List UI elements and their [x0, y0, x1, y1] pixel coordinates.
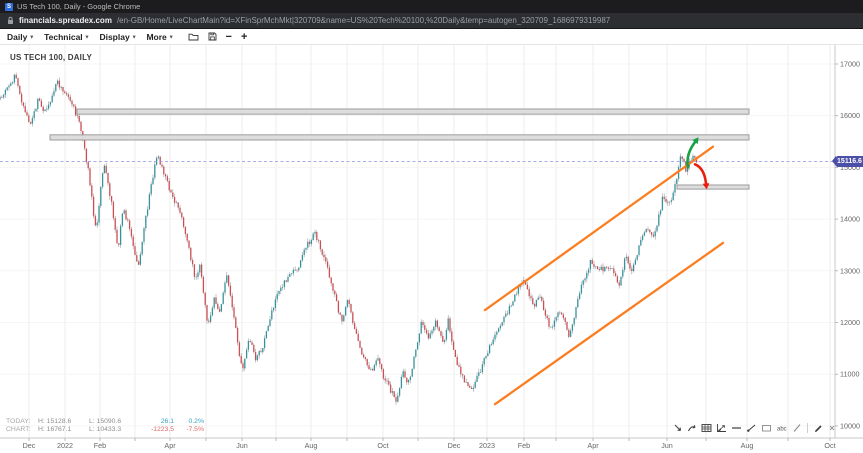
chart-canvas[interactable]: 17000 16000 15000 14000 13000 12000 11000 10000…	[0, 45, 863, 453]
chevron-down-icon: ▾	[30, 34, 34, 40]
svg-text:13000: 13000	[840, 266, 860, 275]
legend-today-label: TODAY:	[6, 418, 31, 425]
svg-text:2023: 2023	[479, 441, 495, 450]
menu-display-label: Display	[99, 31, 130, 42]
menu-period-label: Daily	[7, 31, 28, 42]
text-tool-icon[interactable]: abc	[776, 423, 788, 433]
legend-chart-label: CHART:	[6, 426, 31, 433]
chevron-down-icon: ▾	[169, 34, 173, 40]
svg-text:Apr: Apr	[164, 441, 176, 450]
ohlc-legend: TODAY: H: 15128.6 L: 15090.6 26.1 0.2% C…	[6, 418, 204, 434]
toolbar-divider	[806, 422, 809, 434]
svg-text:Dec: Dec	[23, 441, 36, 450]
svg-text:Aug: Aug	[741, 441, 754, 450]
svg-text:Dec: Dec	[448, 441, 461, 450]
svg-text:abc: abc	[777, 427, 787, 433]
url-path[interactable]: /en-GB/Home/LiveChartMain?id=XFinSprMchM…	[116, 16, 611, 25]
svg-text:Oct: Oct	[377, 441, 388, 450]
svg-text:17000: 17000	[840, 60, 860, 69]
browser-url-bar[interactable]: financials.spreadex.com /en-GB/Home/Live…	[0, 13, 863, 29]
svg-text:Apr: Apr	[587, 441, 599, 450]
indicators-tool-icon[interactable]	[716, 423, 727, 433]
zoom-out-icon[interactable]: −	[225, 30, 232, 43]
svg-text:Jun: Jun	[661, 441, 673, 450]
url-domain[interactable]: financials.spreadex.com	[19, 16, 112, 25]
svg-text:10000: 10000	[840, 421, 860, 430]
menu-period[interactable]: Daily ▾	[7, 32, 33, 42]
legend-today-change-pct: 0.2%	[188, 418, 205, 425]
chart-app-toolbar: Daily ▾ Technical ▾ Display ▾ More ▾ − +	[0, 29, 863, 45]
browser-title-bar: S US Tech 100, Daily - Google Chrome	[0, 0, 863, 13]
open-chart-icon[interactable]	[188, 32, 199, 41]
svg-text:Aug: Aug	[305, 441, 318, 450]
pencil-tool-icon[interactable]	[813, 423, 824, 433]
legend-chart-low: L: 10433.3	[89, 426, 122, 433]
horizontal-line-tool-icon[interactable]	[731, 423, 742, 433]
legend-today-low: L: 15090.6	[89, 418, 122, 425]
delete-tool-icon[interactable]	[828, 424, 836, 432]
candlestick-chart[interactable]: 17000 16000 15000 14000 13000 12000 11000 10000…	[0, 45, 863, 453]
legend-today-high: H: 15128.6	[38, 418, 72, 425]
svg-text:Feb: Feb	[518, 441, 530, 450]
menu-more-label: More	[146, 31, 167, 42]
cursor-tool-icon[interactable]	[673, 423, 683, 433]
legend-today-row: TODAY: H: 15128.6 L: 15090.6 26.1 0.2%	[6, 418, 204, 426]
svg-text:15000: 15000	[840, 163, 860, 172]
svg-text:2022: 2022	[57, 441, 73, 450]
menu-technical[interactable]: Technical ▾	[44, 32, 88, 42]
current-price-badge: 15116.6	[832, 155, 863, 167]
svg-text:Oct: Oct	[824, 441, 835, 450]
window-title: US Tech 100, Daily - Google Chrome	[17, 2, 141, 11]
rectangle-tool-icon[interactable]	[761, 423, 772, 433]
svg-text:16000: 16000	[840, 111, 860, 120]
svg-text:14000: 14000	[840, 215, 860, 224]
zoom-in-icon[interactable]: +	[240, 30, 248, 43]
legend-chart-change-pct: -7.5%	[186, 426, 204, 433]
padlock-icon[interactable]	[7, 12, 14, 30]
legend-chart-change: -1223.5	[150, 426, 174, 433]
legend-chart-high: H: 16767.1	[38, 426, 72, 433]
svg-text:12000: 12000	[840, 318, 860, 327]
save-icon[interactable]	[208, 32, 217, 41]
menu-technical-label: Technical	[44, 31, 83, 42]
trendline-tool-icon[interactable]	[746, 423, 757, 433]
svg-text:Feb: Feb	[94, 441, 106, 450]
menu-more[interactable]: More ▾	[146, 32, 172, 42]
svg-text:11000: 11000	[840, 370, 859, 379]
line-tool-icon[interactable]	[792, 423, 802, 433]
legend-today-change: 26.1	[160, 418, 174, 425]
chart-title: US TECH 100, DAILY	[10, 53, 92, 62]
chevron-down-icon: ▾	[85, 34, 89, 40]
menu-display[interactable]: Display ▾	[99, 32, 135, 42]
grid-tool-icon[interactable]	[701, 423, 712, 433]
svg-text:Jun: Jun	[236, 441, 248, 450]
legend-chart-row: CHART: H: 16767.1 L: 10433.3 -1223.5 -7.…	[6, 426, 204, 434]
curve-tool-icon[interactable]	[687, 423, 697, 433]
drawing-toolbar: abc	[673, 422, 836, 434]
site-favicon: S	[5, 2, 13, 11]
chevron-down-icon: ▾	[132, 34, 136, 40]
